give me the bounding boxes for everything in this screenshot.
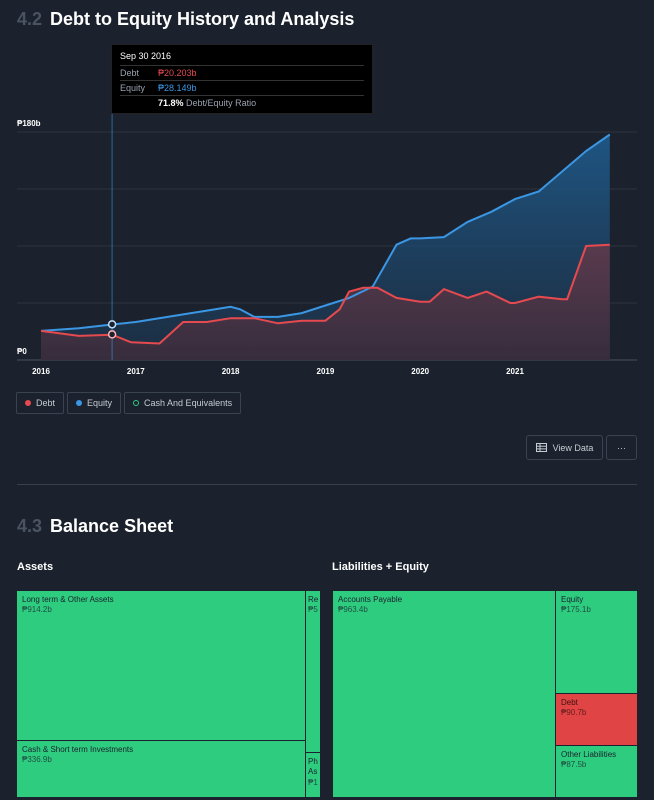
asset-label: Long term & Other Assets	[22, 595, 114, 604]
tooltip-debt-row: Debt ₱20.203b	[120, 65, 364, 80]
equity-line	[40, 133, 611, 332]
asset-value: ₱336.9b	[22, 755, 52, 765]
legend-equity[interactable]: Equity	[67, 392, 122, 414]
chart-tooltip: Sep 30 2016 Debt ₱20.203b Equity ₱28.149…	[111, 44, 373, 114]
tooltip-date: Sep 30 2016	[120, 51, 172, 61]
liability-value: ₱87.5b	[561, 760, 587, 770]
asset-block-physical[interactable]: Ph As ₱1	[305, 752, 321, 798]
more-options-button[interactable]: ···	[606, 435, 637, 460]
liability-label: Debt	[561, 698, 578, 707]
asset-block-long-term[interactable]: Long term & Other Assets ₱914.2b	[16, 590, 306, 741]
x-tick-label: 2020	[411, 367, 429, 376]
debt-highlight-point	[107, 330, 117, 339]
liabilities-title: Liabilities + Equity	[332, 561, 429, 573]
section-number: 4.3	[17, 516, 43, 536]
tooltip-debt-value: ₱20.203b	[158, 68, 197, 78]
liability-block-equity[interactable]: Equity ₱175.1b	[555, 590, 638, 694]
liability-value: ₱90.7b	[561, 708, 587, 718]
x-tick-label: 2019	[317, 367, 335, 376]
section-number: 4.2	[17, 9, 43, 29]
x-tick-label: 2018	[222, 367, 240, 376]
view-data-button[interactable]: View Data	[526, 435, 603, 460]
assets-title: Assets	[17, 561, 54, 573]
tooltip-ratio-row: 71.8% Debt/Equity Ratio	[120, 95, 364, 108]
liability-value: ₱963.4b	[338, 605, 368, 615]
more-icon: ···	[617, 442, 626, 453]
asset-value: ₱914.2b	[22, 605, 52, 615]
x-tick-label: 2016	[32, 367, 50, 376]
section-title-balance-sheet: 4.3 Balance Sheet	[17, 516, 173, 537]
y-tick-label-zero: ₱0	[17, 347, 27, 356]
equity-dot-icon	[76, 400, 83, 406]
view-data-label: View Data	[552, 442, 594, 453]
liability-label: Equity	[561, 595, 584, 604]
liability-block-accounts-payable[interactable]: Accounts Payable ₱963.4b	[332, 590, 556, 798]
tooltip-equity-label: Equity	[120, 83, 146, 93]
legend-cash[interactable]: Cash And Equivalents	[124, 392, 242, 414]
legend-cash-label: Cash And Equivalents	[144, 398, 233, 408]
asset-value: ₱1	[308, 777, 318, 787]
chart-legend: Debt Equity Cash And Equivalents	[16, 392, 242, 414]
debt-area	[41, 244, 610, 360]
section-heading: Debt to Equity History and Analysis	[50, 9, 355, 29]
legend-debt-label: Debt	[36, 398, 56, 408]
liability-block-other[interactable]: Other Liabilities ₱87.5b	[555, 745, 638, 798]
liability-block-debt[interactable]: Debt ₱90.7b	[555, 693, 638, 746]
liability-value: ₱175.1b	[561, 605, 591, 615]
asset-block-cash[interactable]: Cash & Short term Investments ₱336.9b	[16, 740, 306, 798]
liability-label: Accounts Payable	[338, 595, 403, 604]
tooltip-debt-label: Debt	[120, 68, 140, 78]
tooltip-equity-row: Equity ₱28.149b	[120, 80, 364, 95]
table-icon	[535, 443, 547, 452]
x-tick-label: 2021	[506, 367, 524, 376]
debt-equity-chart[interactable]: ₱180b ₱0 2016 2017 2018 2019 2020 2021	[0, 110, 654, 380]
x-tick-label: 2017	[127, 367, 145, 376]
tooltip-equity-value: ₱28.149b	[158, 83, 197, 93]
section-title-debt-equity: 4.2 Debt to Equity History and Analysis	[17, 9, 354, 30]
asset-label: Re	[308, 595, 319, 604]
section-heading: Balance Sheet	[50, 516, 174, 536]
section-divider	[17, 484, 637, 485]
equity-highlight-point	[107, 320, 117, 329]
asset-label: Ph As	[308, 757, 318, 777]
legend-equity-label: Equity	[87, 398, 113, 408]
debt-dot-icon	[25, 400, 31, 406]
debt-line	[40, 243, 610, 345]
asset-value: ₱5	[308, 605, 318, 615]
asset-block-receivables[interactable]: Re ₱5	[305, 590, 321, 753]
tooltip-ratio-label: Debt/Equity Ratio	[186, 98, 257, 108]
y-tick-label-max: ₱180b	[17, 119, 41, 128]
asset-label: Cash & Short term Investments	[22, 745, 134, 754]
tooltip-ratio-value: 71.8%	[158, 98, 184, 108]
legend-debt[interactable]: Debt	[16, 392, 65, 414]
liability-label: Other Liabilities	[561, 750, 617, 759]
cash-dot-icon	[133, 400, 140, 406]
